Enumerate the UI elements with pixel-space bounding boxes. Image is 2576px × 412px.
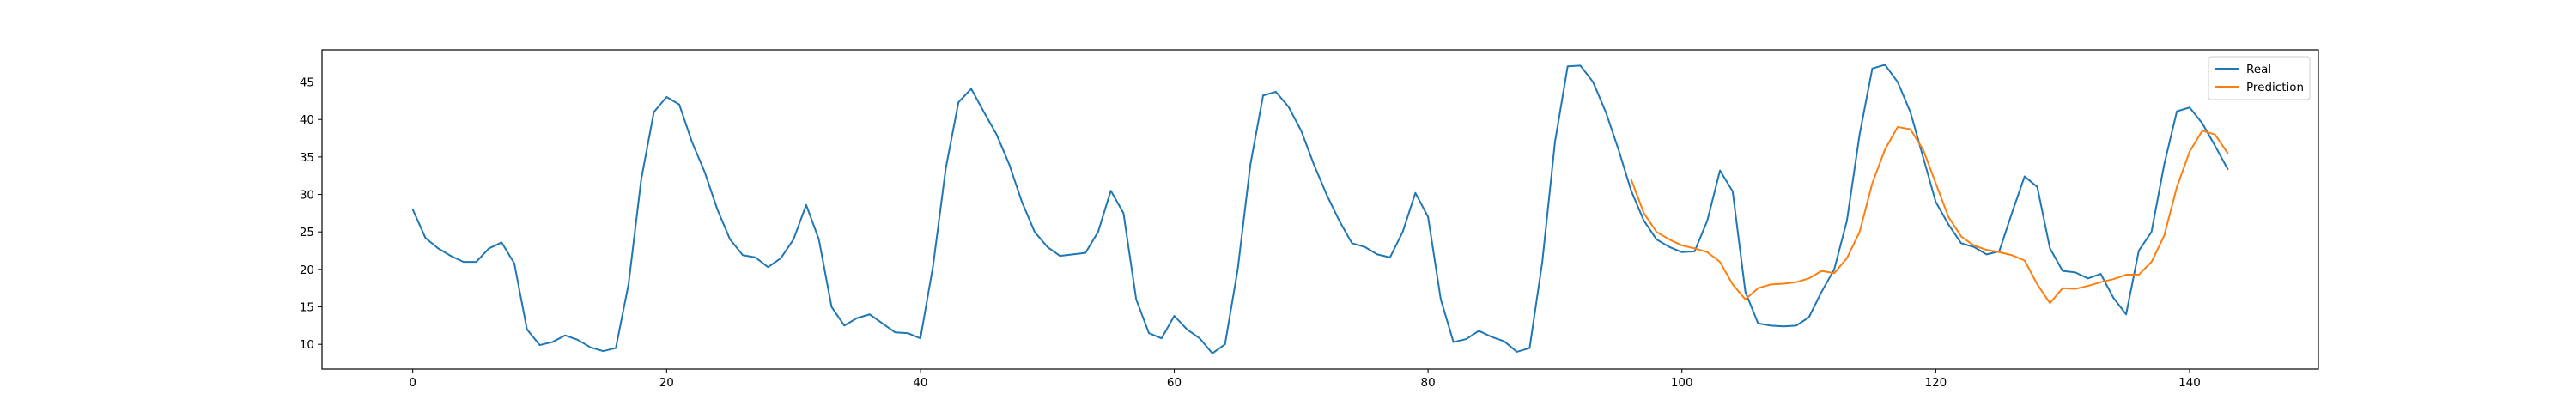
- y-tick-label: 20: [300, 264, 314, 277]
- y-tick-label: 40: [300, 113, 314, 127]
- y-tick-label: 45: [300, 76, 314, 90]
- legend-box: [2208, 56, 2311, 100]
- y-tick-label: 35: [300, 151, 314, 165]
- legend: Real Prediction: [2208, 56, 2311, 100]
- y-tick-label: 25: [300, 226, 314, 239]
- x-tick-label: 100: [1671, 376, 1693, 390]
- series-line-prediction: [1630, 125, 2229, 305]
- x-tick-label: 60: [1167, 376, 1182, 390]
- x-tick-label: 40: [913, 376, 927, 390]
- legend-label-prediction: Prediction: [2246, 81, 2304, 94]
- x-tick-label: 120: [1924, 376, 1947, 390]
- y-tick-label: 15: [300, 301, 314, 315]
- y-axis: 10 15 20 25 30 35 40 45: [300, 76, 322, 352]
- x-tick-label: 20: [659, 376, 674, 390]
- y-tick-label: 10: [300, 338, 314, 352]
- series-layer: [411, 64, 2229, 354]
- x-tick-label: 80: [1421, 376, 1436, 390]
- x-tick-label: 140: [2178, 376, 2201, 390]
- x-tick-label: 0: [409, 376, 416, 390]
- x-axis: 0 20 40 60 80 100 120 140: [409, 369, 2201, 390]
- plot-area: [322, 50, 2318, 369]
- legend-label-real: Real: [2246, 63, 2271, 76]
- series-line-real: [411, 64, 2229, 354]
- y-tick-label: 30: [300, 189, 314, 203]
- plot-frame: [321, 49, 2319, 370]
